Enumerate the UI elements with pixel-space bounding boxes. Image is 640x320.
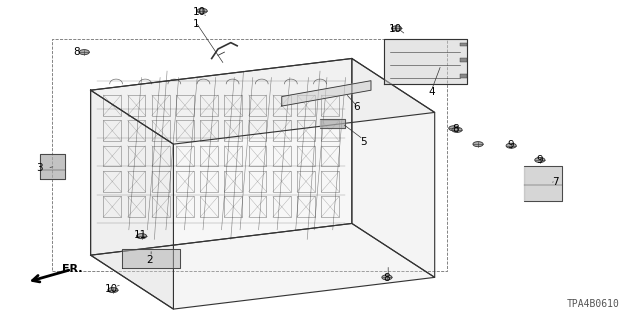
Bar	[460, 59, 467, 62]
Bar	[225, 171, 243, 192]
Circle shape	[535, 157, 545, 163]
Circle shape	[108, 288, 118, 292]
Bar	[127, 95, 145, 116]
Circle shape	[473, 142, 483, 147]
Bar	[273, 171, 291, 192]
Polygon shape	[40, 154, 65, 179]
Polygon shape	[91, 90, 173, 309]
Bar	[127, 146, 145, 166]
Text: 2: 2	[146, 255, 152, 265]
Bar	[460, 74, 467, 77]
Bar	[176, 120, 194, 141]
Bar	[248, 120, 266, 141]
Text: 10: 10	[104, 284, 118, 294]
Bar	[103, 196, 121, 217]
Circle shape	[506, 143, 516, 148]
Bar	[152, 196, 170, 217]
Bar	[321, 146, 339, 166]
Bar	[321, 120, 339, 141]
Text: 1: 1	[193, 19, 199, 28]
Bar	[297, 146, 315, 166]
Text: 7: 7	[552, 177, 559, 187]
Bar	[103, 95, 121, 116]
Bar	[152, 95, 170, 116]
Bar	[273, 120, 291, 141]
Bar	[200, 120, 218, 141]
Bar	[248, 146, 266, 166]
Bar	[200, 95, 218, 116]
Circle shape	[197, 8, 207, 13]
Bar	[176, 95, 194, 116]
Text: 5: 5	[360, 137, 367, 147]
Polygon shape	[122, 249, 180, 268]
Polygon shape	[91, 59, 352, 255]
Text: FR.: FR.	[62, 264, 83, 275]
Bar	[225, 120, 243, 141]
Text: 8: 8	[73, 47, 80, 57]
Bar	[248, 95, 266, 116]
Bar	[297, 171, 315, 192]
Bar	[321, 171, 339, 192]
Bar	[297, 196, 315, 217]
Bar	[127, 120, 145, 141]
Polygon shape	[320, 119, 346, 128]
Bar	[273, 95, 291, 116]
Bar	[176, 171, 194, 192]
Polygon shape	[91, 59, 435, 144]
Bar	[273, 146, 291, 166]
Text: 9: 9	[508, 140, 515, 150]
Bar	[225, 146, 243, 166]
Bar	[103, 171, 121, 192]
Text: 6: 6	[354, 102, 360, 112]
Bar	[152, 146, 170, 166]
Bar	[176, 196, 194, 217]
Polygon shape	[282, 81, 371, 106]
Text: 8: 8	[452, 124, 458, 134]
Bar	[248, 171, 266, 192]
Circle shape	[382, 275, 392, 280]
Circle shape	[452, 127, 462, 132]
Bar	[152, 171, 170, 192]
Bar	[200, 171, 218, 192]
Text: 10: 10	[388, 24, 402, 34]
Circle shape	[136, 234, 147, 239]
Bar	[200, 196, 218, 217]
Bar	[152, 120, 170, 141]
Text: 10: 10	[193, 7, 205, 17]
Text: 9: 9	[536, 155, 543, 165]
Bar	[460, 43, 467, 46]
Bar	[225, 196, 243, 217]
Circle shape	[79, 50, 90, 55]
Bar	[225, 95, 243, 116]
Polygon shape	[91, 223, 435, 309]
Circle shape	[392, 26, 401, 31]
Polygon shape	[524, 166, 562, 201]
Text: 3: 3	[36, 163, 42, 173]
Bar	[176, 146, 194, 166]
Bar	[127, 171, 145, 192]
Circle shape	[449, 126, 459, 131]
Bar	[297, 95, 315, 116]
Bar	[273, 196, 291, 217]
Bar	[321, 196, 339, 217]
Bar	[248, 196, 266, 217]
Bar	[297, 120, 315, 141]
Polygon shape	[384, 39, 467, 84]
Text: 4: 4	[428, 87, 435, 97]
Text: TPA4B0610: TPA4B0610	[566, 299, 620, 309]
Bar	[103, 120, 121, 141]
Text: 8: 8	[383, 273, 390, 283]
Bar	[127, 196, 145, 217]
Bar	[103, 146, 121, 166]
Bar	[321, 95, 339, 116]
Bar	[200, 146, 218, 166]
Text: 11: 11	[134, 230, 147, 241]
Polygon shape	[352, 59, 435, 277]
